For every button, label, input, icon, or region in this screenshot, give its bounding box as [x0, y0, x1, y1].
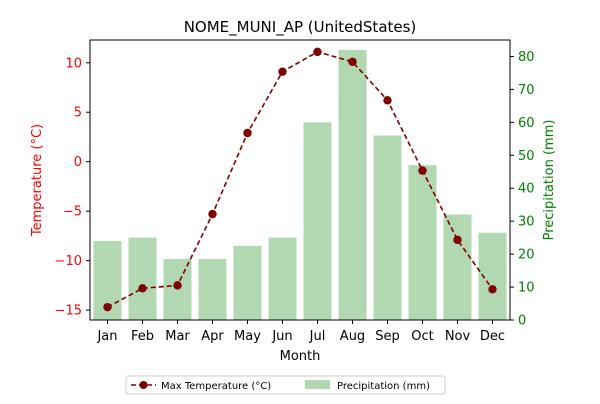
- point-temperature-oct: [418, 166, 427, 175]
- point-temperature-feb: [138, 284, 147, 293]
- point-temperature-mar: [173, 281, 182, 290]
- y-right-tick-label-80: 80: [518, 50, 535, 65]
- y-left-tick-label--15: −15: [55, 304, 82, 319]
- legend-bar-swatch: [305, 380, 330, 389]
- bar-precipitation-apr: [198, 259, 227, 320]
- legend-line-marker: [139, 381, 148, 389]
- bar-precipitation-feb: [128, 237, 157, 320]
- y-axis-left-label: Temperature (°C): [30, 124, 45, 237]
- point-temperature-apr: [208, 209, 217, 219]
- point-temperature-nov: [453, 235, 462, 245]
- x-tick-label-feb: Feb: [131, 329, 154, 344]
- x-tick-label-sep: Sep: [375, 329, 400, 344]
- y-right-tick-label-70: 70: [518, 83, 535, 98]
- point-temperature-jul: [313, 47, 322, 57]
- point-temperature-jan: [103, 302, 112, 312]
- x-tick-label-jun: Jun: [271, 329, 292, 344]
- legend-label-precipitation: Precipitation (mm): [337, 381, 430, 392]
- point-temperature-aug: [348, 57, 357, 66]
- plot-frame: [89, 39, 511, 321]
- bar-precipitation-may: [233, 245, 262, 320]
- x-tick-label-may: May: [234, 329, 261, 344]
- legend-box: [125, 375, 446, 395]
- y-left-tick-label-5: 5: [74, 106, 82, 121]
- y-axis-right-label: Precipitation (mm): [542, 120, 557, 241]
- point-temperature-sep: [383, 96, 392, 105]
- x-tick-label-mar: Mar: [165, 329, 190, 344]
- y-left-tick-label--10: −10: [55, 254, 82, 269]
- chart-title: NOME_MUNI_AP (UnitedStates): [184, 18, 417, 37]
- y-right-tick-label-60: 60: [518, 116, 535, 131]
- y-right-tick-label-50: 50: [518, 149, 535, 164]
- bar-precipitation-jul: [303, 122, 332, 321]
- y-right-tick-label-20: 20: [518, 248, 535, 263]
- legend: Max Temperature (°C) Precipitation (mm): [125, 375, 446, 395]
- bar-precipitation-oct: [408, 165, 437, 320]
- x-tick-label-jan: Jan: [96, 329, 117, 344]
- bar-precipitation-sep: [373, 135, 402, 320]
- y-left-tick-label-10: 10: [65, 56, 82, 71]
- x-tick-label-oct: Oct: [411, 329, 433, 344]
- point-temperature-dec: [488, 285, 497, 294]
- x-tick-label-jul: Jul: [309, 329, 326, 344]
- x-axis-label: Month: [280, 349, 321, 364]
- x-tick-label-dec: Dec: [480, 329, 505, 344]
- y-left-tick-label--5: −5: [63, 205, 82, 220]
- bar-precipitation-aug: [338, 49, 367, 320]
- y-right-tick-label-0: 0: [518, 314, 526, 329]
- x-tick-label-aug: Aug: [340, 329, 365, 344]
- y-left-tick-label-0: 0: [74, 155, 82, 170]
- point-temperature-may: [243, 128, 252, 138]
- x-tick-label-apr: Apr: [201, 329, 224, 344]
- bar-precipitation-nov: [443, 214, 472, 320]
- y-right-tick-label-10: 10: [518, 281, 535, 296]
- bar-precipitation-jun: [268, 237, 297, 320]
- y-right-tick-label-30: 30: [518, 215, 535, 230]
- x-tick-label-nov: Nov: [445, 329, 471, 344]
- legend-label-temperature: Max Temperature (°C): [161, 381, 271, 392]
- y-right-tick-label-40: 40: [518, 182, 535, 197]
- point-temperature-jun: [278, 67, 287, 76]
